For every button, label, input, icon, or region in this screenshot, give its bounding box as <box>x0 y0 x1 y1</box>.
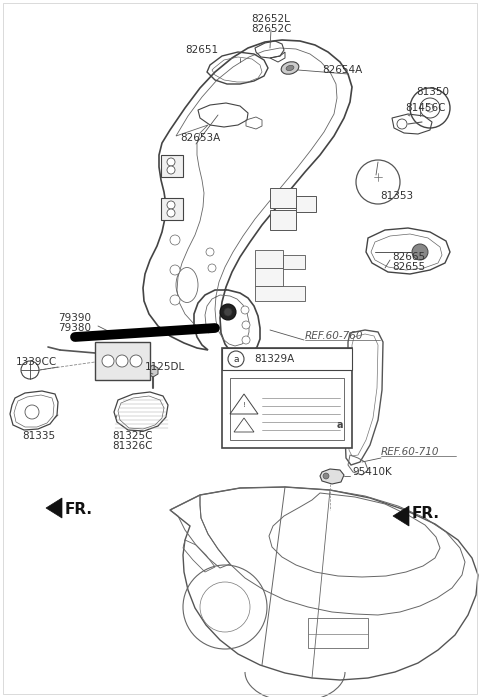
Text: 82653A: 82653A <box>180 133 220 143</box>
Bar <box>222 348 352 370</box>
Polygon shape <box>148 365 158 377</box>
Ellipse shape <box>281 62 299 75</box>
Text: 81456C: 81456C <box>405 103 445 113</box>
Text: FR.: FR. <box>65 503 93 517</box>
Text: a: a <box>233 355 239 364</box>
Ellipse shape <box>286 66 294 70</box>
Circle shape <box>228 351 244 367</box>
Text: 81329A: 81329A <box>254 354 294 364</box>
Text: 81350: 81350 <box>416 87 449 97</box>
Circle shape <box>206 248 214 256</box>
Circle shape <box>242 321 250 329</box>
Bar <box>255 250 283 268</box>
Bar <box>308 618 368 648</box>
Text: REF.60-760: REF.60-760 <box>305 331 363 341</box>
Circle shape <box>410 88 450 128</box>
Text: 82654A: 82654A <box>322 65 362 75</box>
Circle shape <box>356 160 400 204</box>
Bar <box>255 268 283 286</box>
Circle shape <box>323 473 329 479</box>
Circle shape <box>397 119 407 129</box>
Text: 81326C: 81326C <box>112 441 153 451</box>
Bar <box>95 342 150 380</box>
Circle shape <box>220 304 236 320</box>
Circle shape <box>426 104 434 112</box>
Circle shape <box>167 158 175 166</box>
Circle shape <box>208 264 216 272</box>
Bar <box>230 378 344 440</box>
Polygon shape <box>46 498 62 518</box>
Bar <box>161 155 183 177</box>
Bar <box>255 286 305 301</box>
Circle shape <box>21 361 39 379</box>
Text: 1339CC: 1339CC <box>16 357 57 367</box>
Circle shape <box>420 98 440 118</box>
Circle shape <box>25 405 39 419</box>
Bar <box>161 198 183 220</box>
Text: 79380: 79380 <box>58 323 91 333</box>
Circle shape <box>167 201 175 209</box>
Circle shape <box>116 355 128 367</box>
Text: REF.60-710: REF.60-710 <box>381 447 440 457</box>
Circle shape <box>224 308 232 316</box>
Polygon shape <box>320 469 344 484</box>
Text: 82652C: 82652C <box>251 24 291 34</box>
Text: 81353: 81353 <box>380 191 413 201</box>
Text: a: a <box>337 420 343 430</box>
Text: FR.: FR. <box>412 505 440 521</box>
Circle shape <box>170 265 180 275</box>
Text: 1125DL: 1125DL <box>145 362 185 372</box>
Text: 79390: 79390 <box>58 313 91 323</box>
Circle shape <box>167 166 175 174</box>
Polygon shape <box>393 506 409 526</box>
Bar <box>283 255 305 269</box>
Ellipse shape <box>371 172 385 192</box>
Circle shape <box>412 244 428 260</box>
Text: !: ! <box>242 402 245 408</box>
Text: 81335: 81335 <box>22 431 55 441</box>
Bar <box>270 210 296 230</box>
Bar <box>222 348 352 448</box>
Bar <box>296 196 316 212</box>
Circle shape <box>170 295 180 305</box>
Text: 82655: 82655 <box>392 262 425 272</box>
Circle shape <box>329 414 351 436</box>
Circle shape <box>102 355 114 367</box>
Text: 95410K: 95410K <box>352 467 392 477</box>
Circle shape <box>170 235 180 245</box>
Text: 81325C: 81325C <box>112 431 153 441</box>
Circle shape <box>130 355 142 367</box>
Circle shape <box>241 306 249 314</box>
Circle shape <box>167 209 175 217</box>
Bar <box>270 188 296 208</box>
Text: 82651: 82651 <box>185 45 218 55</box>
Text: 82652L: 82652L <box>252 14 290 24</box>
Text: 82665: 82665 <box>392 252 425 262</box>
Circle shape <box>242 336 250 344</box>
